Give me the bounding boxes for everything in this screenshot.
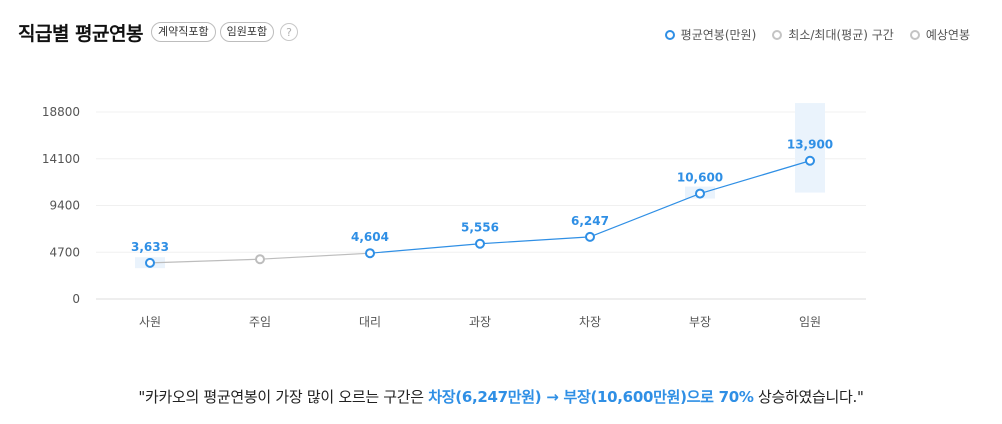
data-label: 3,633	[131, 240, 169, 254]
chart-header: 직급별 평균연봉 계약직포함 임원포함 ?	[18, 18, 299, 46]
legend-marker-icon	[664, 29, 675, 40]
data-point	[255, 254, 265, 265]
legend-item-average: 평균연봉(만원)	[664, 26, 757, 43]
y-tick-label: 0	[72, 292, 80, 306]
series-line	[699, 160, 811, 195]
legend-marker-icon	[909, 29, 920, 40]
summary-suffix: 상승하였습니다."	[753, 388, 864, 406]
legend-item-range: 최소/최대(평균) 구간	[772, 26, 894, 43]
range-band	[795, 103, 825, 193]
data-label: 6,247	[571, 214, 609, 228]
legend-label-estimated: 예상연봉	[925, 28, 970, 42]
data-point	[145, 257, 155, 268]
question-icon[interactable]: ?	[280, 23, 299, 41]
summary-highlight: 차장(6,247만원) → 부장(10,600만원)으로 70%	[428, 388, 754, 406]
data-label: 4,604	[351, 230, 389, 244]
summary-prefix: "카카오의 평균연봉이 가장 많이 오르는 구간은	[138, 388, 429, 406]
data-point	[585, 231, 595, 242]
x-tick-label: 차장	[579, 315, 601, 329]
series-line	[589, 193, 701, 238]
legend-item-estimated: 예상연봉	[909, 26, 970, 43]
y-tick-label: 9400	[49, 199, 80, 213]
chart-legend: 평균연봉(만원) 최소/최대(평균) 구간 예상연봉	[649, 26, 970, 43]
x-tick-label: 부장	[689, 315, 711, 329]
x-tick-label: 주임	[249, 315, 271, 329]
summary-text: "카카오의 평균연봉이 가장 많이 오르는 구간은 차장(6,247만원) → …	[0, 386, 1002, 407]
legend-label-average: 평균연봉(만원)	[680, 28, 757, 42]
page-title: 직급별 평균연봉	[18, 22, 143, 45]
legend-marker-icon	[772, 29, 783, 40]
x-tick-label: 사원	[139, 315, 161, 329]
data-point	[475, 238, 485, 249]
y-tick-label: 4700	[49, 245, 80, 259]
data-point	[695, 188, 705, 199]
x-tick-label: 대리	[359, 315, 381, 329]
series-line	[259, 252, 371, 260]
data-point	[805, 155, 815, 166]
salary-line-chart: 0 4700 9400 14100 18800 사원 주임 대리 과장 차장 부장 임원 3,633 4,…	[42, 103, 866, 329]
include-contract-chip[interactable]: 계약직포함	[150, 22, 216, 42]
series-line	[479, 236, 591, 245]
data-label: 5,556	[461, 221, 499, 235]
x-tick-label: 임원	[799, 315, 821, 329]
y-tick-label: 14100	[42, 152, 80, 166]
y-tick-label: 18800	[42, 105, 80, 119]
data-point	[365, 248, 375, 259]
data-label: 10,600	[677, 171, 723, 185]
series-line	[369, 243, 481, 254]
include-executive-chip[interactable]: 임원포함	[219, 22, 275, 42]
legend-label-range: 최소/최대(평균) 구간	[788, 28, 894, 42]
series-line	[149, 258, 261, 264]
data-label: 13,900	[787, 138, 833, 152]
x-tick-label: 과장	[469, 315, 491, 329]
